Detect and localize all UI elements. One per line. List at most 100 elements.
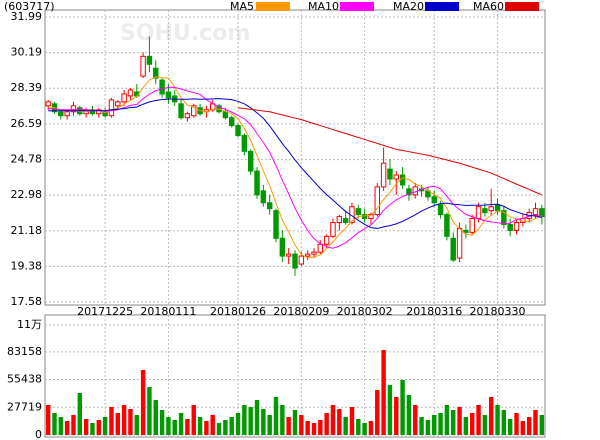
volume-bar <box>457 407 462 435</box>
volume-bar <box>128 409 133 435</box>
volume-bar <box>438 413 443 435</box>
candle-body <box>247 150 254 172</box>
candle-body <box>450 237 456 261</box>
volume-bar <box>166 417 171 435</box>
candle-body <box>146 55 153 65</box>
volume-bar <box>362 423 367 435</box>
candle-body <box>317 243 324 253</box>
volume-bar <box>216 423 222 435</box>
candle-body <box>184 113 191 119</box>
volume-bar <box>368 421 374 435</box>
candle-body <box>191 105 197 117</box>
volume-bar <box>58 417 64 435</box>
volume-bar <box>419 417 424 435</box>
volume-frame <box>44 314 546 438</box>
candle-body <box>45 101 51 107</box>
legend-swatch <box>256 2 290 11</box>
volume-bar <box>147 387 152 435</box>
volume-bar <box>324 413 329 435</box>
volume-bar <box>115 413 120 435</box>
volume-bar <box>501 410 507 435</box>
volume-bar <box>476 405 481 435</box>
candle-body <box>241 134 248 152</box>
candle-body <box>387 168 393 180</box>
candle-body <box>494 204 501 212</box>
candle-body <box>463 229 469 233</box>
volume-bar <box>444 405 450 435</box>
volume-bar <box>533 410 538 435</box>
candle-body <box>532 208 539 216</box>
volume-bar <box>381 350 386 435</box>
candle-body <box>58 111 64 117</box>
candle-body <box>475 206 482 220</box>
candle-body <box>235 125 241 136</box>
volume-bar <box>223 420 228 435</box>
volume-bar <box>305 421 310 435</box>
candle-body <box>393 174 399 180</box>
volume-bar <box>267 415 272 435</box>
candle-body <box>482 208 488 214</box>
volume-bar <box>83 419 89 435</box>
volume-bar <box>102 417 108 435</box>
volume-bar <box>318 420 323 435</box>
candle-body <box>330 221 336 237</box>
volume-bar <box>159 410 165 435</box>
volume-bar <box>343 417 348 435</box>
candle-body <box>285 253 292 257</box>
volume-bar <box>121 405 127 435</box>
price-frame <box>44 9 546 306</box>
legend-label: MA60 <box>473 0 504 13</box>
volume-bar <box>526 417 532 435</box>
candle-body <box>501 210 507 225</box>
volume-bar <box>330 405 336 435</box>
x-tick-label: 20180126 <box>210 305 266 318</box>
volume-bar <box>488 397 494 435</box>
y-tick-label: 11万 <box>17 318 42 331</box>
x-tick-label: 20180302 <box>337 305 393 318</box>
volume-bar <box>280 405 285 435</box>
candle-body <box>298 255 305 265</box>
legend-swatch <box>505 2 539 11</box>
legend-label: MA5 <box>230 0 254 13</box>
legend-swatch <box>425 2 459 11</box>
x-tick-label: 20180316 <box>406 305 462 318</box>
volume-bar <box>185 419 190 435</box>
candle-body <box>368 214 374 220</box>
candle-body <box>121 93 127 103</box>
candle-body <box>539 208 545 218</box>
candle-body <box>279 237 286 257</box>
volume-bar <box>299 415 304 435</box>
candle-body <box>266 202 273 210</box>
volume-bar <box>153 400 158 435</box>
candle-body <box>228 117 235 127</box>
volume-bar <box>425 420 431 435</box>
candle-body <box>342 218 349 223</box>
candle-body <box>64 111 70 117</box>
candle-body <box>513 221 520 231</box>
candle-body <box>488 206 494 212</box>
candle-body <box>222 111 229 119</box>
volume-bar <box>349 407 355 435</box>
candle-body <box>178 103 184 119</box>
volume-bar <box>539 415 545 435</box>
candle-body <box>431 196 437 204</box>
y-tick-label: 83158 <box>7 345 42 358</box>
volume-bar <box>292 410 298 435</box>
volume-bar <box>495 405 500 435</box>
legend-label: MA10 <box>308 0 339 13</box>
candle-body <box>273 210 279 239</box>
volume-bar <box>90 423 95 435</box>
volume-bar <box>406 395 412 435</box>
volume-bar <box>248 407 253 435</box>
volume-bar <box>507 419 513 435</box>
volume-bar <box>210 415 215 435</box>
volume-bar <box>311 423 317 435</box>
volume-bar <box>375 390 380 435</box>
candle-body <box>140 55 146 77</box>
volume-bar <box>254 400 260 435</box>
candle-body <box>260 190 267 204</box>
ma-line <box>48 98 542 229</box>
candle-body <box>336 216 343 223</box>
